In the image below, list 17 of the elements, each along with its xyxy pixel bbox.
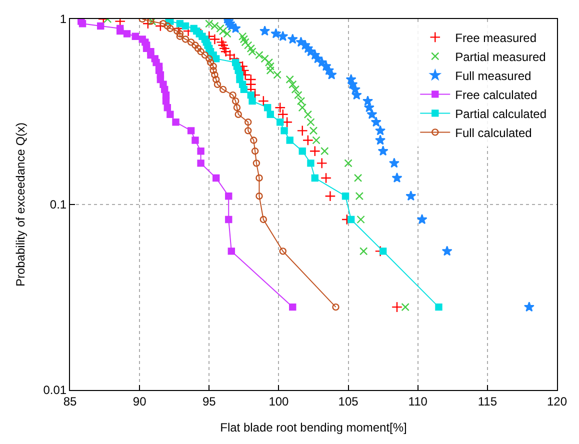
x-tick-label: 95: [202, 394, 216, 408]
y-tick-label: 1: [60, 12, 67, 26]
y-axis-title: Probability of exceedance Q(x): [14, 122, 28, 287]
legend-label: Partial calculated: [455, 106, 547, 121]
x-tick-label: 105: [338, 394, 359, 408]
x-tick-label: 110: [408, 394, 428, 408]
legend-label: Free calculated: [455, 88, 538, 102]
x-axis-title: Flat blade root bending moment[%]: [220, 420, 407, 434]
legend-label: Full measured: [455, 68, 532, 83]
legend-label: Full calculated: [455, 126, 532, 140]
legend-label: Free measured: [455, 30, 537, 45]
x-tick-label: 120: [546, 394, 568, 408]
x-tick-label: 90: [132, 394, 147, 408]
legend-label: Partial measured: [455, 50, 546, 64]
x-tick-label: 100: [268, 394, 290, 408]
y-tick-label: 0.1: [50, 198, 67, 212]
x-tick-label: 115: [478, 394, 498, 408]
